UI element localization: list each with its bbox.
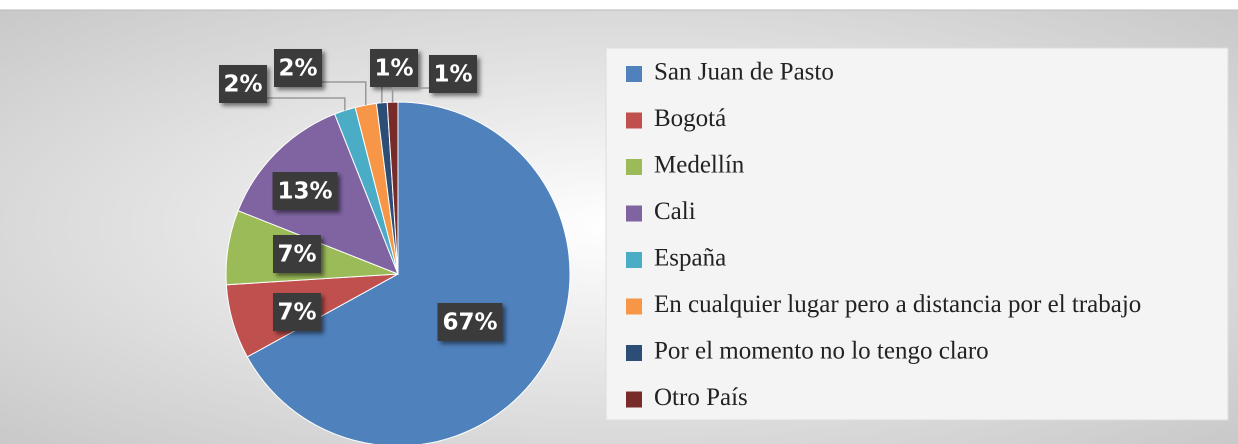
label-box	[273, 235, 321, 273]
legend-label: Medellín	[654, 152, 745, 179]
legend-label: Por el momento no lo tengo claro	[654, 338, 989, 365]
data-label: 7%	[277, 242, 316, 268]
legend-swatch	[626, 66, 642, 82]
label-box	[429, 55, 477, 93]
labels: 67% 7% 7% 13% 2% 2% 1% 1%	[219, 49, 503, 341]
legend-box	[605, 47, 1229, 421]
legend: San Juan de Pasto Bogotá Medellín Cali Españ…	[626, 59, 1141, 411]
label-box	[274, 49, 322, 87]
legend-label: Otro País	[654, 384, 748, 411]
legend-label: Cali	[654, 198, 696, 225]
data-label: 1%	[433, 62, 472, 88]
legend-label: En cualquier lugar pero a distancia por …	[654, 291, 1141, 318]
label-box	[273, 293, 321, 331]
data-label: 1%	[374, 56, 413, 82]
data-label: 13%	[277, 179, 332, 205]
label-box	[437, 303, 503, 341]
label-box	[219, 65, 267, 103]
slice	[246, 101, 571, 444]
legend-swatch	[626, 391, 642, 408]
legend-label: San Juan de Pasto	[654, 59, 834, 86]
legend-swatch	[626, 298, 642, 315]
legend-swatch	[626, 252, 642, 268]
data-label: 2%	[223, 72, 262, 98]
leader-line	[263, 97, 346, 111]
legend-swatch	[626, 159, 642, 175]
legend-swatch	[626, 112, 642, 129]
data-label: 7%	[277, 300, 316, 326]
legend-label: España	[654, 245, 726, 272]
label-box	[272, 172, 338, 210]
leader-line	[318, 81, 367, 106]
data-label: 67%	[442, 310, 497, 336]
data-label: 2%	[278, 56, 317, 82]
label-box	[370, 49, 418, 87]
legend-label: Bogotá	[654, 105, 726, 132]
legend-swatch	[626, 205, 642, 222]
legend-swatch	[626, 345, 642, 361]
